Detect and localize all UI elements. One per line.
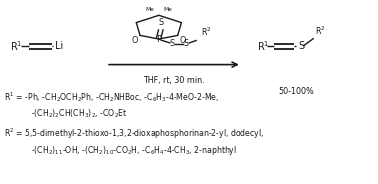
Text: R$^1$ = -Ph, -CH$_2$OCH$_2$Ph, -CH$_2$NHBoc, -C$_6$H$_3$-4-MeO-2-Me,: R$^1$ = -Ph, -CH$_2$OCH$_2$Ph, -CH$_2$NH… (5, 91, 220, 105)
Text: S: S (298, 41, 304, 51)
Text: S: S (158, 18, 163, 27)
Text: -(CH$_2$)$_{11}$-OH, -(CH$_2$)$_{10}$-CO$_2$H, -C$_6$H$_4$-4-CH$_3$, 2-naphthyl: -(CH$_2$)$_{11}$-OH, -(CH$_2$)$_{10}$-CO… (31, 144, 237, 157)
Text: P: P (156, 35, 161, 44)
Text: S: S (169, 39, 175, 48)
Text: Me: Me (145, 7, 154, 12)
Text: -(CH$_2$)$_2$CH(CH$_3$)$_2$, -CO$_2$Et: -(CH$_2$)$_2$CH(CH$_3$)$_2$, -CO$_2$Et (31, 108, 127, 120)
Text: O: O (180, 36, 186, 45)
Text: R$^2$: R$^2$ (315, 25, 326, 37)
Text: S: S (184, 39, 189, 48)
Text: R$^2$ = 5,5-dimethyl-2-thioxo-1,3,2-dioxaphosphorinan-2-yl, dodecyl,: R$^2$ = 5,5-dimethyl-2-thioxo-1,3,2-diox… (5, 127, 265, 141)
Text: Li: Li (55, 41, 64, 51)
Text: R$^2$: R$^2$ (201, 26, 211, 38)
Text: Me: Me (164, 7, 173, 12)
Text: 50-100%: 50-100% (279, 88, 314, 96)
Text: R$^1$: R$^1$ (257, 39, 269, 53)
Text: R$^1$: R$^1$ (10, 39, 23, 53)
Text: THF, rt, 30 min.: THF, rt, 30 min. (143, 76, 205, 85)
Text: O: O (132, 36, 138, 45)
